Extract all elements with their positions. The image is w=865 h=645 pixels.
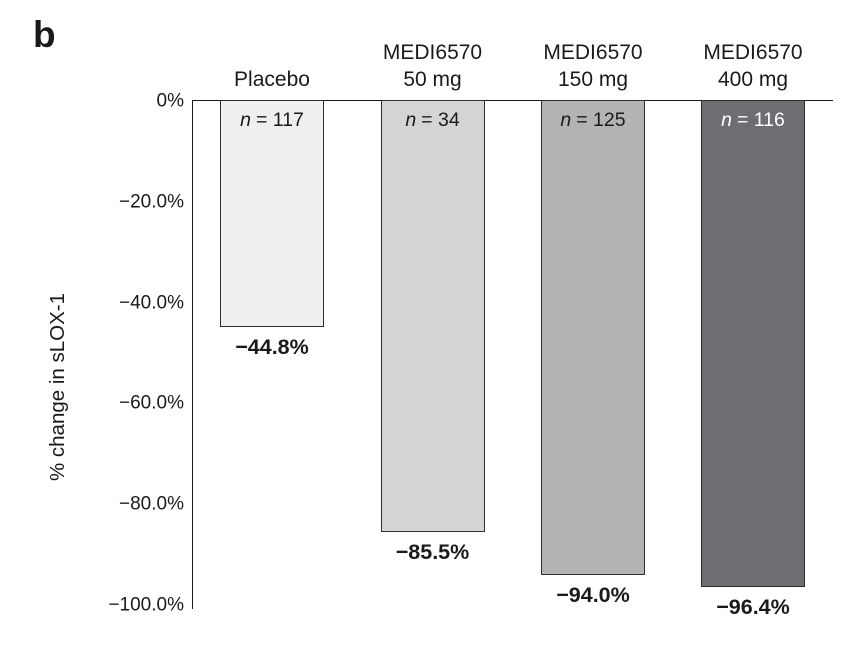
value-label-medi6570-150mg: −94.0% [556, 583, 630, 607]
y-axis-line [191, 99, 193, 609]
panel-label: b [33, 14, 57, 55]
y-axis-tick-label: −40.0% [119, 292, 184, 314]
y-axis-tick-label: 0% [156, 90, 184, 112]
plot-area: 0% −20.0% −40.0% −60.0% −80.0% −100.0% Placebo… [108, 41, 833, 619]
n-symbol: n [560, 108, 572, 131]
value-label-medi6570-50mg: −85.5% [395, 540, 470, 564]
y-axis-tick-label: −80.0% [119, 493, 184, 515]
bar-medi6570-50mg: n = 34 [380, 99, 485, 532]
column-header-placebo: Placebo [182, 66, 362, 93]
zero-baseline [193, 99, 833, 101]
n-symbol: n [405, 108, 417, 131]
column-header-medi6570-50mg: MEDI6570 50 mg [343, 39, 523, 93]
n-count: = 125 [576, 108, 626, 131]
n-symbol: n [240, 108, 251, 131]
bar-medi6570-400mg: n = 116 [701, 99, 805, 587]
y-axis-tick-label: −100.0% [108, 594, 184, 616]
column-header-line: 50 mg [403, 68, 462, 91]
column-header-medi6570-400mg: MEDI6570 400 mg [663, 39, 843, 93]
column-header-medi6570-150mg: MEDI6570 150 mg [503, 39, 683, 93]
y-axis-tick-label: −60.0% [119, 392, 184, 414]
column-header-line: Placebo [234, 68, 310, 91]
n-count: = 34 [421, 108, 460, 131]
y-axis-tick-label: −20.0% [119, 191, 184, 213]
n-count: = 117 [255, 108, 304, 131]
column-header-line: 400 mg [717, 68, 789, 91]
column-header-line: MEDI6570 [543, 41, 643, 64]
column-header-line: MEDI6570 [382, 41, 483, 64]
value-label-medi6570-400mg: −96.4% [716, 595, 790, 619]
column-header-line: 150 mg [557, 68, 629, 91]
n-label-medi6570-400mg: n = 116 [702, 101, 804, 131]
y-axis-title: % change in sLOX-1 [46, 292, 69, 482]
bar-medi6570-150mg: n = 125 [541, 99, 645, 575]
n-count: = 116 [736, 108, 785, 131]
column-header-line: MEDI6570 [703, 41, 803, 64]
bar-placebo: n = 117 [220, 99, 324, 327]
value-label-placebo: −44.8% [235, 335, 309, 359]
n-label-medi6570-50mg: n = 34 [382, 101, 484, 131]
n-symbol: n [721, 108, 732, 131]
n-label-placebo: n = 117 [221, 101, 323, 131]
n-label-medi6570-150mg: n = 125 [542, 101, 644, 131]
